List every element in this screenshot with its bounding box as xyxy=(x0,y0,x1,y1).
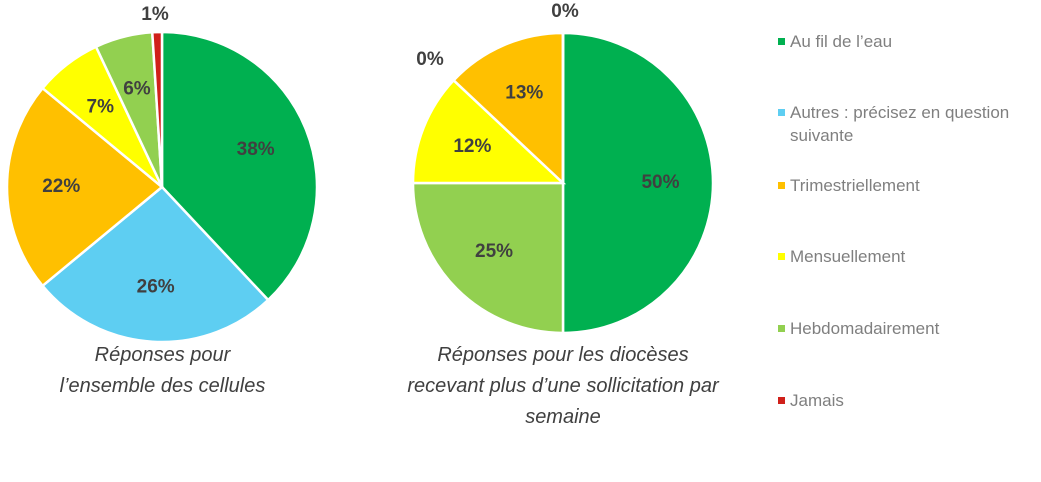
legend-entry: Mensuellement xyxy=(778,245,1041,268)
data-label: 22% xyxy=(42,176,80,197)
data-label: 1% xyxy=(141,4,169,25)
data-label: 25% xyxy=(475,241,513,262)
legend-label: Autres : précisez en question suivante xyxy=(790,103,1010,145)
data-label: 50% xyxy=(641,172,679,193)
legend-label: Au fil de l’eau xyxy=(790,32,893,51)
data-label: 38% xyxy=(237,139,275,160)
legend-label: Hebdomadairement xyxy=(790,319,940,338)
legend-swatch xyxy=(778,397,785,404)
data-label: 0% xyxy=(416,49,444,70)
pie-slice xyxy=(40,185,270,344)
data-label: 26% xyxy=(137,277,175,298)
pie-slice xyxy=(561,31,715,335)
legend-label: Mensuellement xyxy=(790,247,906,266)
pie-caption: Réponses pour l’ensemble des cellules xyxy=(59,344,266,397)
legend-swatch xyxy=(778,109,785,116)
legend-entry: Hebdomadairement xyxy=(778,317,1041,340)
pie-slice xyxy=(411,78,567,185)
legend-label: Jamais xyxy=(790,391,844,410)
pie-slice xyxy=(160,30,319,302)
pie-caption: Réponses pour les diocèses recevant plus… xyxy=(407,344,719,428)
pie-slice xyxy=(150,30,164,188)
legend-entry: Jamais xyxy=(778,389,1041,412)
legend-entry: Trimestriellement xyxy=(778,174,1041,197)
legend-entry: Autres : précisez en question suivante xyxy=(778,101,1041,147)
pie-slice xyxy=(5,86,164,288)
legend-swatch xyxy=(778,38,785,45)
data-label: 7% xyxy=(87,96,115,117)
legend-label: Trimestriellement xyxy=(790,176,920,195)
data-label: 12% xyxy=(453,136,491,157)
data-label: 13% xyxy=(505,83,543,104)
data-label: 0% xyxy=(551,1,579,22)
legend-swatch xyxy=(778,182,785,189)
pie-slice xyxy=(451,31,565,186)
data-label: 6% xyxy=(123,78,151,99)
legend-entry: Au fil de l’eau xyxy=(778,30,1041,53)
legend-swatch xyxy=(778,253,785,260)
legend-swatch xyxy=(778,325,785,332)
pie-slice xyxy=(411,181,565,335)
